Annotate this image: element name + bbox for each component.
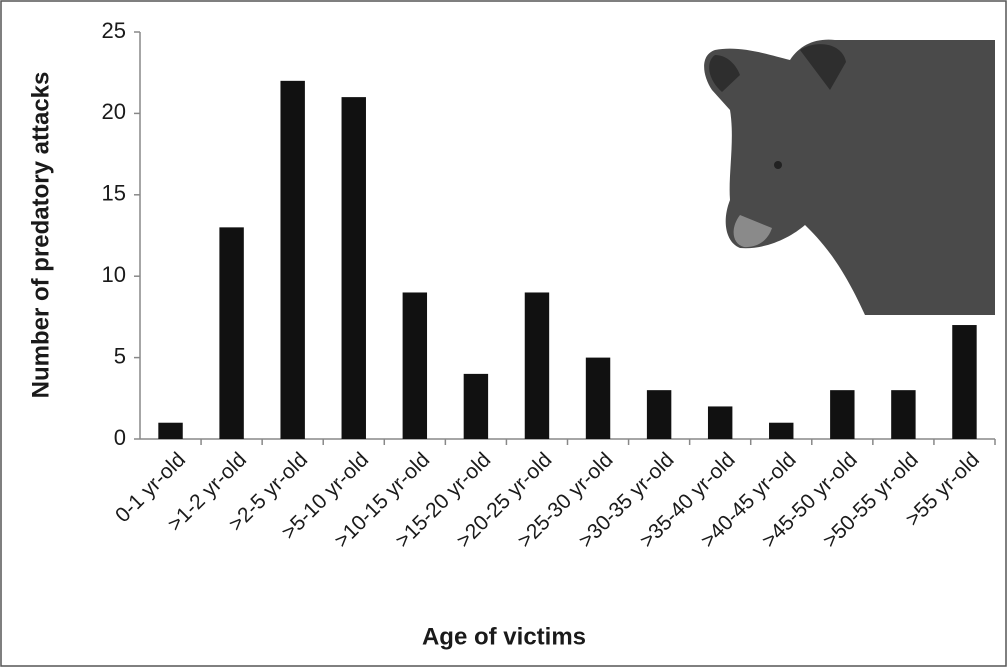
bar: [646, 390, 672, 439]
y-tick-label: 25: [102, 18, 126, 43]
bar: [769, 422, 794, 439]
bar: [463, 373, 489, 439]
bar: [219, 227, 244, 439]
bar: [830, 390, 855, 439]
bar: [585, 357, 611, 439]
bar: [707, 406, 733, 439]
bar: [280, 80, 305, 439]
y-tick-label: 10: [102, 262, 126, 287]
bear-photo: [704, 39, 995, 315]
y-tick-label: 5: [114, 343, 126, 368]
bar: [402, 292, 428, 439]
bar: [158, 422, 183, 439]
y-tick-label: 0: [114, 425, 126, 450]
bar: [891, 390, 916, 439]
x-axis-title: Age of victims: [422, 623, 586, 650]
y-axis-title: Number of predatory attacks: [27, 72, 54, 399]
y-tick-label: 15: [102, 181, 126, 206]
bar: [952, 325, 977, 439]
bar: [341, 97, 366, 440]
bar: [524, 292, 550, 439]
y-tick-label: 20: [102, 99, 126, 124]
